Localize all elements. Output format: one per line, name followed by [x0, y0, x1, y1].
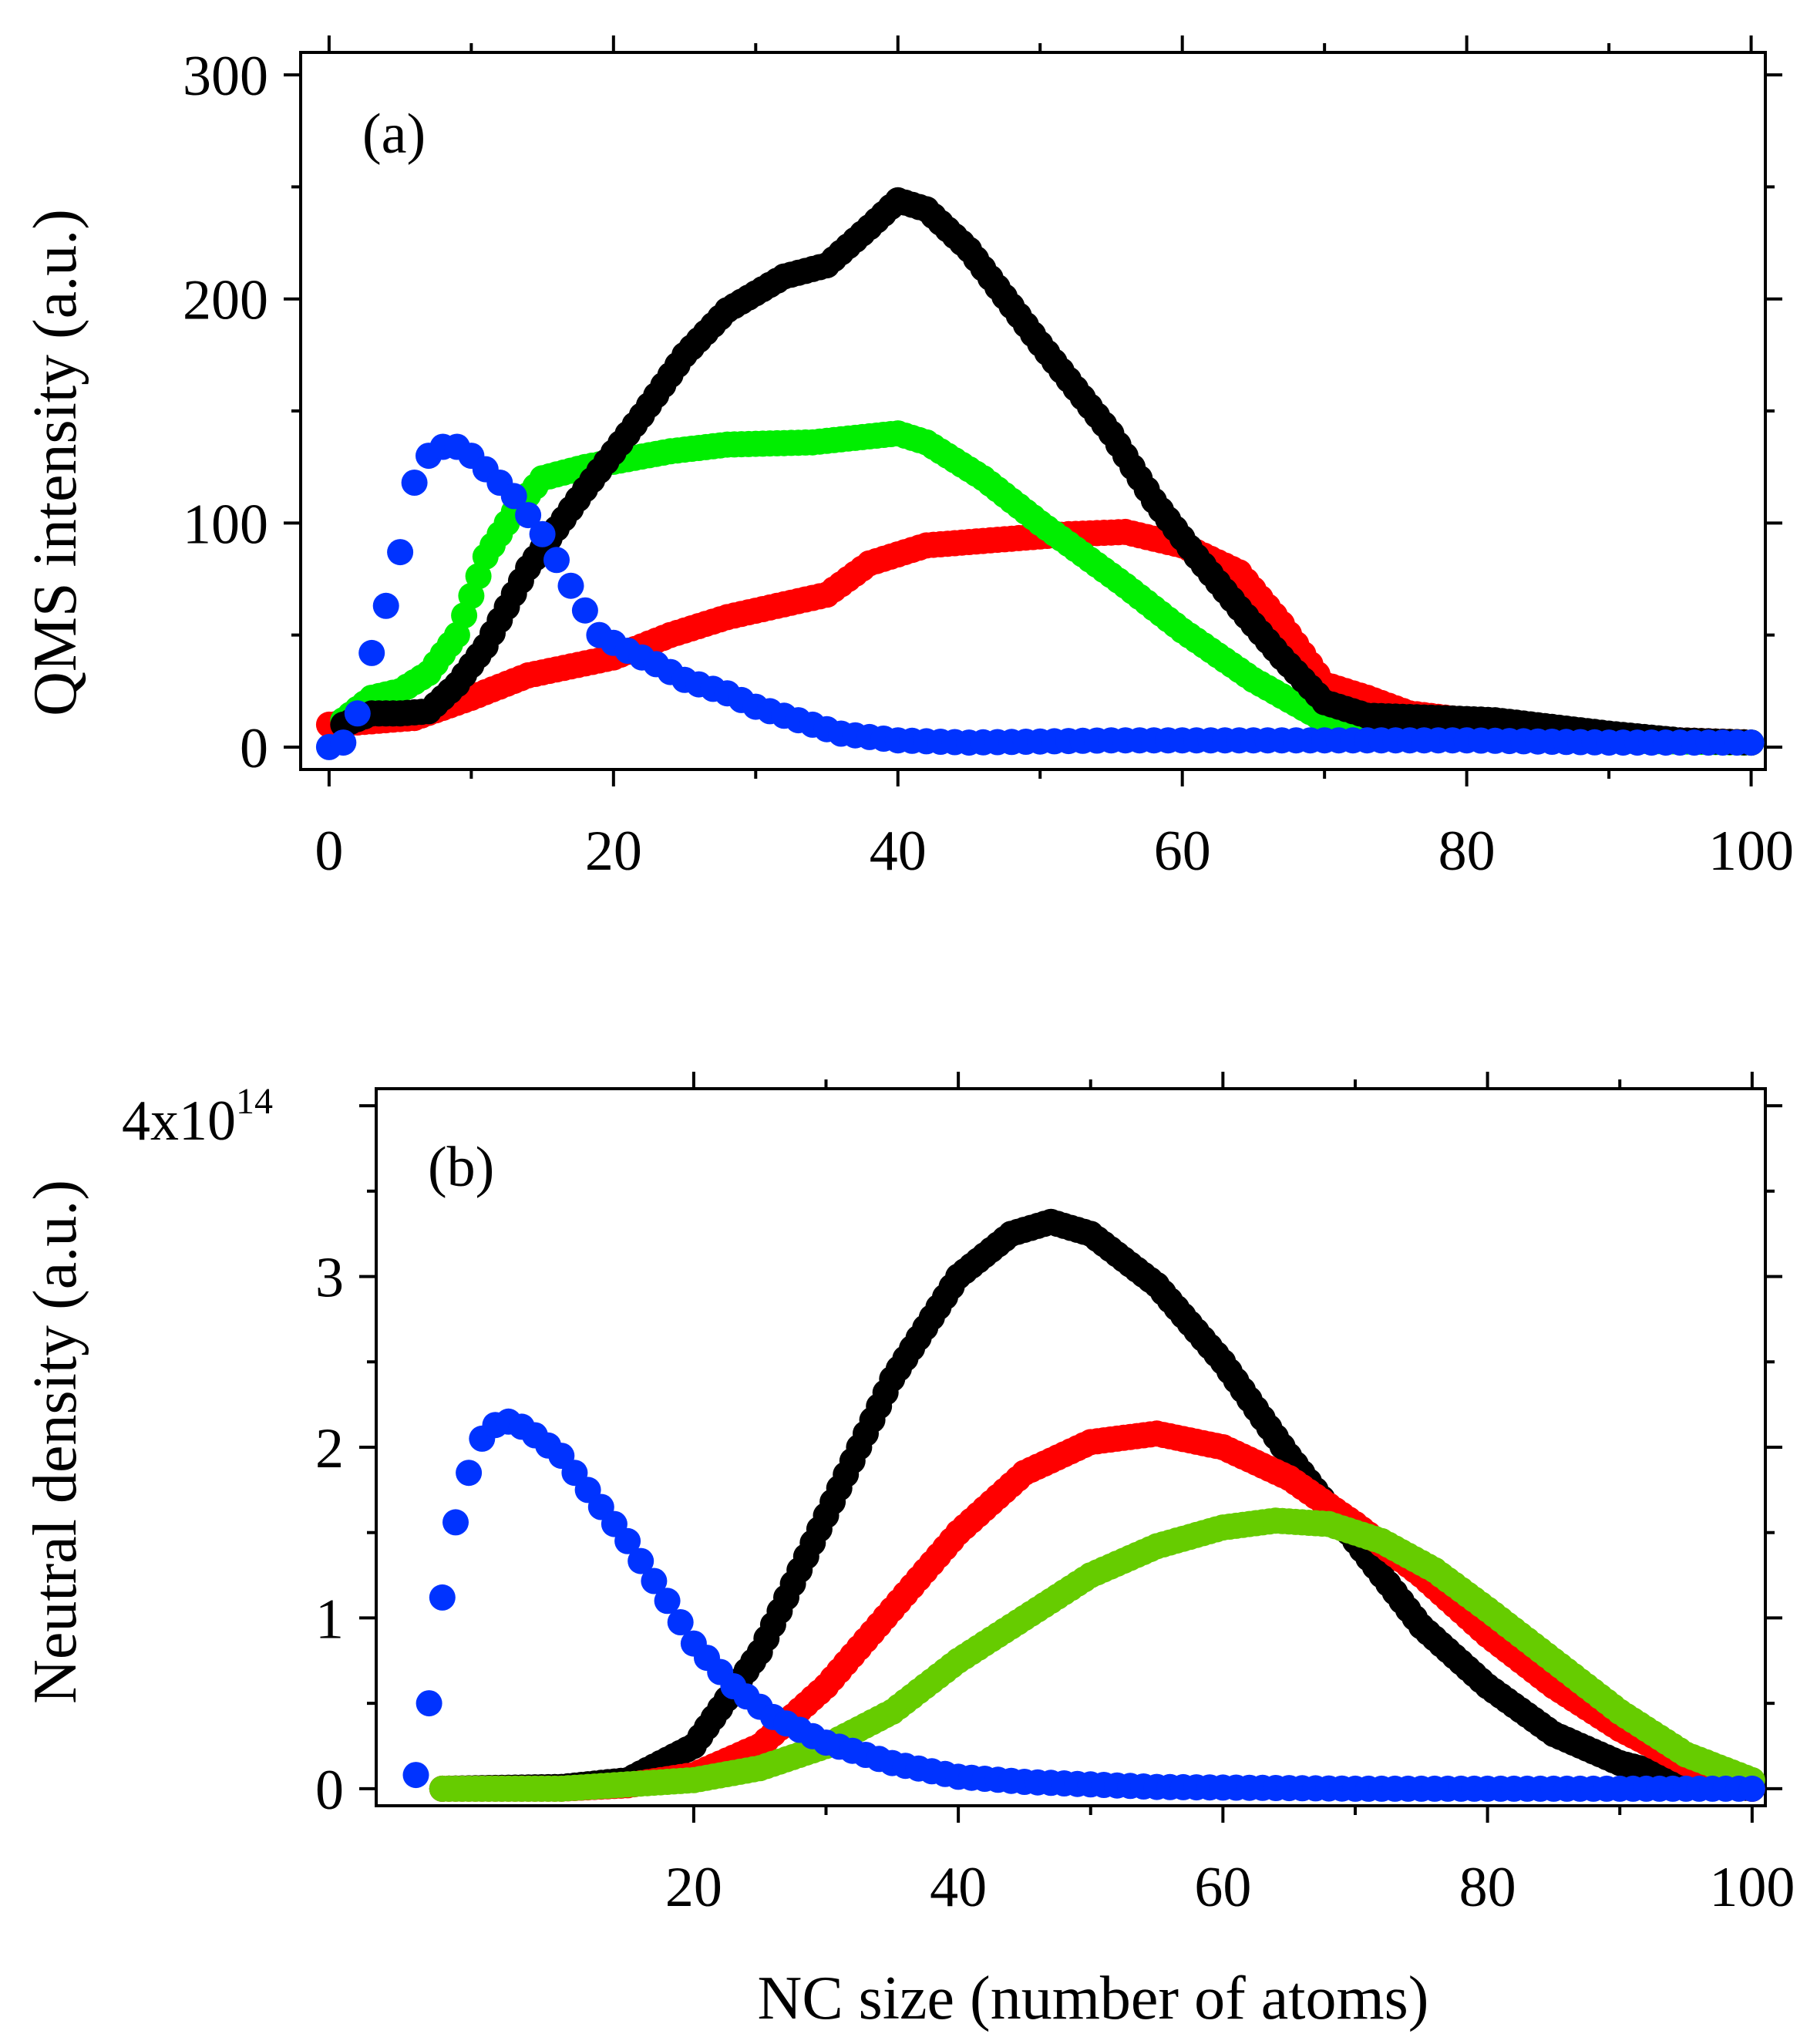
panel-b: 20 40 60 80 100 0 1 2 3 4x1014 (b) Neutral dens…	[22, 1072, 1795, 2032]
point-blue-18	[571, 597, 598, 624]
y-tick-label-2: 2	[315, 1417, 344, 1480]
panel-a-points	[315, 187, 1765, 760]
x-tick-label-80: 80	[1459, 1856, 1516, 1919]
y-tick-label-3: 3	[315, 1247, 344, 1310]
x-tick-label-100: 100	[1709, 1856, 1795, 1919]
panel-a-label: (a)	[362, 103, 426, 166]
panel-b-x-tick-labels: 20 40 60 80 100	[665, 1856, 1795, 1919]
panel-b-y-tick-labels: 0 1 2 3	[315, 1247, 344, 1822]
point-blue-3	[358, 639, 385, 666]
y-tick-label-100: 100	[183, 493, 268, 556]
x-tick-label-20: 20	[585, 820, 642, 883]
y-tick-label-300: 300	[183, 45, 268, 108]
x-tick-label-40: 40	[870, 820, 927, 883]
point-blue-4	[372, 592, 399, 619]
point-blue-3	[442, 1509, 469, 1536]
panel-b-points	[402, 1208, 1765, 1802]
point-blue-2	[429, 1584, 456, 1611]
point-blue-17	[628, 1547, 654, 1574]
y-top-base: 4x10	[122, 1089, 236, 1153]
x-tick-label-20: 20	[665, 1856, 722, 1919]
point-blue-4	[456, 1460, 483, 1487]
panel-a-ticks	[284, 35, 1782, 786]
x-tick-label-60: 60	[1154, 820, 1211, 883]
y-tick-label-1: 1	[315, 1588, 344, 1651]
y-top-exponent: 14	[236, 1081, 273, 1122]
point-blue-14	[515, 502, 542, 529]
panel-b-x-axis-title: NC size (number of atoms)	[758, 1965, 1429, 2032]
x-tick-label-60: 60	[1194, 1856, 1251, 1919]
x-tick-label-100: 100	[1708, 820, 1794, 883]
point-blue-19	[654, 1588, 681, 1615]
panel-b-y-top-tick-label: 4x1014	[122, 1081, 273, 1153]
point-blue-1	[416, 1690, 442, 1717]
point-blue-16	[543, 547, 570, 574]
point-blue-13	[500, 483, 527, 510]
point-blue-5	[387, 539, 414, 566]
point-blue-0	[402, 1762, 429, 1789]
point-blue-2	[344, 700, 371, 727]
x-tick-label-0: 0	[315, 820, 343, 883]
point-blue-100	[1738, 729, 1765, 756]
panel-a-x-tick-labels: 0 20 40 60 80 100	[315, 820, 1794, 883]
panel-a-y-axis-title: QMS intensity (a.u.)	[22, 209, 89, 716]
x-tick-label-40: 40	[930, 1856, 987, 1919]
point-blue-15	[529, 520, 556, 547]
point-blue-17	[557, 572, 584, 599]
point-blue-1	[330, 729, 357, 756]
point-blue-18	[641, 1568, 668, 1594]
panel-a-frame	[299, 51, 1767, 771]
panel-b-label: (b)	[428, 1136, 494, 1199]
panel-a-y-tick-labels: 0 100 200 300	[183, 45, 268, 780]
y-tick-label-200: 200	[183, 269, 268, 332]
point-green-18	[458, 582, 485, 609]
point-blue-20	[667, 1609, 694, 1635]
y-tick-label-0: 0	[240, 717, 268, 780]
panel-a: 0 20 40 60 80 100 0 100 200 300 (a) QMS intensit…	[22, 35, 1794, 883]
y-tick-label-0: 0	[315, 1759, 344, 1822]
point-blue-101	[1738, 1775, 1765, 1802]
x-tick-label-80: 80	[1438, 820, 1496, 883]
point-blue-6	[401, 470, 428, 496]
panel-b-y-axis-title: Neutral density (a.u.)	[22, 1180, 89, 1704]
point-blue-16	[614, 1527, 641, 1554]
panel-b-ticks	[359, 1072, 1782, 1823]
